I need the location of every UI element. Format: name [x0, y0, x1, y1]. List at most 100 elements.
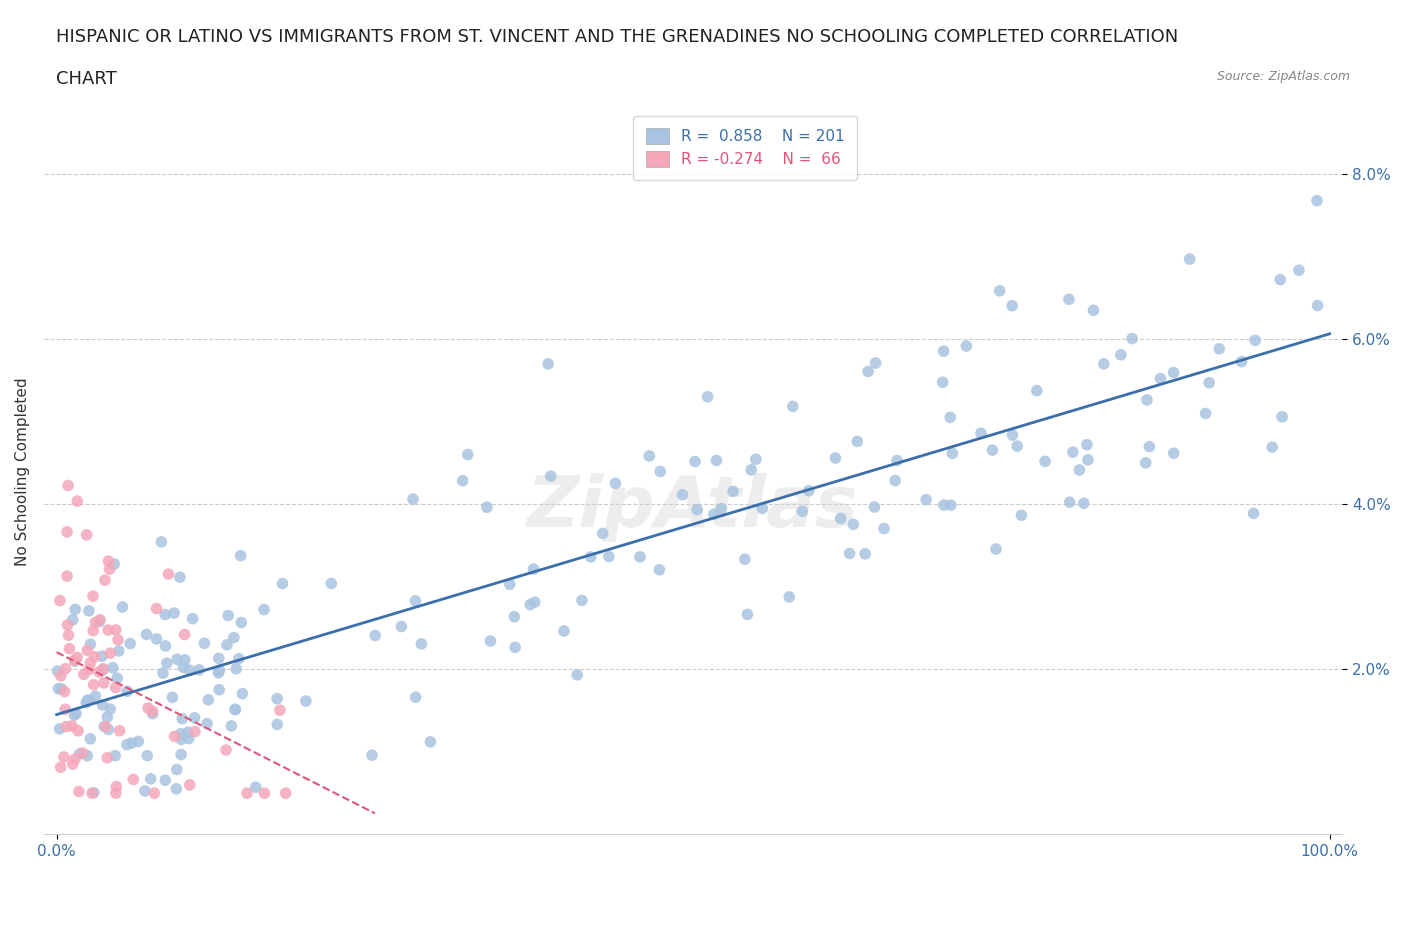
Point	[1010, 508, 1032, 523]
Point	[166, 652, 188, 667]
Point	[80, 786, 103, 801]
Point	[683, 454, 706, 469]
Point	[941, 446, 963, 461]
Point	[155, 639, 177, 654]
Point	[89, 665, 111, 680]
Point	[97, 722, 120, 737]
Point	[1208, 341, 1230, 356]
Point	[404, 593, 426, 608]
Point	[364, 628, 387, 643]
Point	[172, 711, 194, 726]
Point	[69, 747, 91, 762]
Point	[97, 553, 120, 568]
Point	[1001, 428, 1024, 443]
Point	[939, 410, 962, 425]
Point	[207, 665, 229, 680]
Point	[101, 660, 124, 675]
Point	[195, 716, 218, 731]
Point	[75, 695, 97, 710]
Point	[63, 654, 86, 669]
Point	[84, 615, 107, 630]
Point	[321, 576, 343, 591]
Point	[79, 731, 101, 746]
Point	[1083, 303, 1105, 318]
Point	[104, 786, 127, 801]
Point	[51, 682, 73, 697]
Point	[77, 662, 100, 677]
Point	[174, 652, 197, 667]
Point	[224, 702, 246, 717]
Point	[208, 651, 231, 666]
Point	[1057, 292, 1080, 307]
Point	[53, 684, 76, 699]
Point	[1306, 298, 1329, 312]
Point	[96, 751, 118, 765]
Point	[56, 569, 79, 584]
Point	[915, 492, 938, 507]
Point	[208, 683, 231, 698]
Point	[48, 722, 70, 737]
Point	[475, 499, 498, 514]
Point	[419, 735, 441, 750]
Point	[648, 563, 671, 578]
Point	[111, 600, 134, 615]
Point	[72, 746, 94, 761]
Point	[686, 502, 709, 517]
Legend: R =  0.858    N = 201, R = -0.274    N =  66: R = 0.858 N = 201, R = -0.274 N = 66	[634, 115, 856, 179]
Point	[188, 662, 211, 677]
Point	[865, 355, 887, 370]
Point	[838, 546, 860, 561]
Point	[274, 786, 297, 801]
Point	[121, 736, 143, 751]
Point	[76, 749, 98, 764]
Point	[1230, 354, 1253, 369]
Point	[142, 704, 165, 719]
Point	[778, 590, 800, 604]
Point	[77, 693, 100, 708]
Point	[179, 663, 201, 678]
Point	[94, 719, 117, 734]
Point	[1109, 347, 1132, 362]
Point	[104, 622, 127, 637]
Point	[970, 426, 993, 441]
Point	[215, 743, 238, 758]
Point	[740, 462, 762, 477]
Point	[79, 656, 101, 671]
Point	[48, 682, 70, 697]
Point	[830, 511, 852, 525]
Point	[598, 549, 620, 564]
Point	[79, 637, 101, 652]
Point	[886, 453, 908, 468]
Point	[592, 526, 614, 541]
Point	[62, 612, 84, 627]
Point	[1077, 452, 1099, 467]
Point	[105, 671, 128, 685]
Point	[1135, 456, 1157, 471]
Point	[567, 668, 589, 683]
Point	[142, 706, 165, 721]
Point	[988, 284, 1011, 299]
Point	[181, 611, 204, 626]
Point	[451, 473, 474, 488]
Point	[221, 719, 243, 734]
Point	[389, 619, 412, 634]
Text: Source: ZipAtlas.com: Source: ZipAtlas.com	[1216, 70, 1350, 83]
Point	[60, 718, 83, 733]
Point	[224, 702, 246, 717]
Point	[519, 597, 541, 612]
Point	[1261, 440, 1284, 455]
Point	[1025, 383, 1047, 398]
Point	[91, 662, 114, 677]
Point	[98, 562, 121, 577]
Point	[104, 680, 127, 695]
Point	[89, 612, 111, 627]
Text: ZipAtlas: ZipAtlas	[527, 473, 859, 542]
Point	[1163, 445, 1185, 460]
Point	[1271, 409, 1294, 424]
Point	[63, 653, 86, 668]
Point	[245, 779, 267, 794]
Point	[122, 772, 145, 787]
Point	[266, 717, 288, 732]
Point	[76, 527, 98, 542]
Point	[55, 661, 77, 676]
